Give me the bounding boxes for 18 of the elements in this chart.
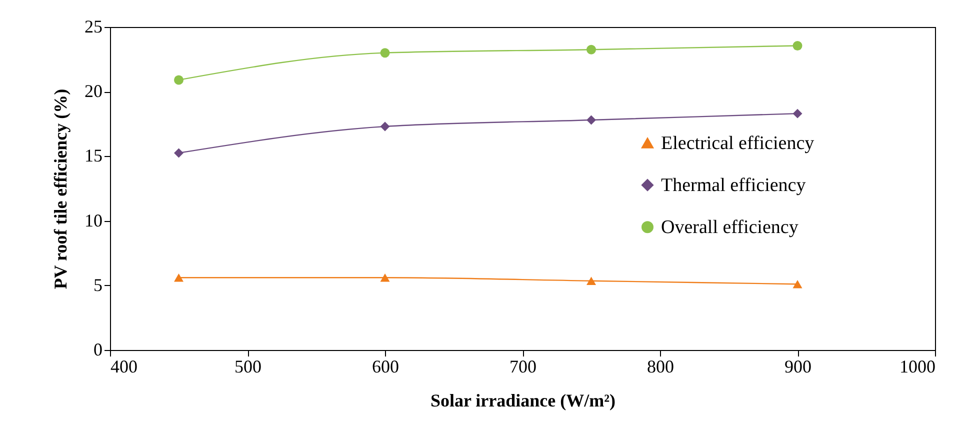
- y-tick-label: 15: [84, 146, 102, 166]
- x-tick-label: 1000: [900, 356, 936, 376]
- x-tick-label: 700: [510, 356, 536, 376]
- y-tick-label: 25: [84, 16, 102, 36]
- y-tick-label: 5: [94, 274, 102, 295]
- legend-label: Overall efficiency: [661, 217, 799, 238]
- x-tick-label: 500: [234, 356, 262, 376]
- y-tick-label: 10: [84, 210, 102, 230]
- x-tick-label: 600: [372, 356, 399, 376]
- x-axis-title: Solar irradiance (W/m²): [430, 390, 616, 410]
- y-tick-label: 20: [84, 81, 102, 102]
- x-tick-label: 800: [647, 356, 674, 376]
- x-tick-label: 900: [784, 356, 812, 376]
- legend-label: Electrical efficiency: [661, 133, 815, 154]
- x-tick-label: 400: [110, 356, 138, 376]
- y-axis-title: PV roof tile efficiency (%): [50, 88, 70, 290]
- y-tick-label: 0: [94, 340, 102, 360]
- legend-label: Thermal efficiency: [661, 175, 806, 196]
